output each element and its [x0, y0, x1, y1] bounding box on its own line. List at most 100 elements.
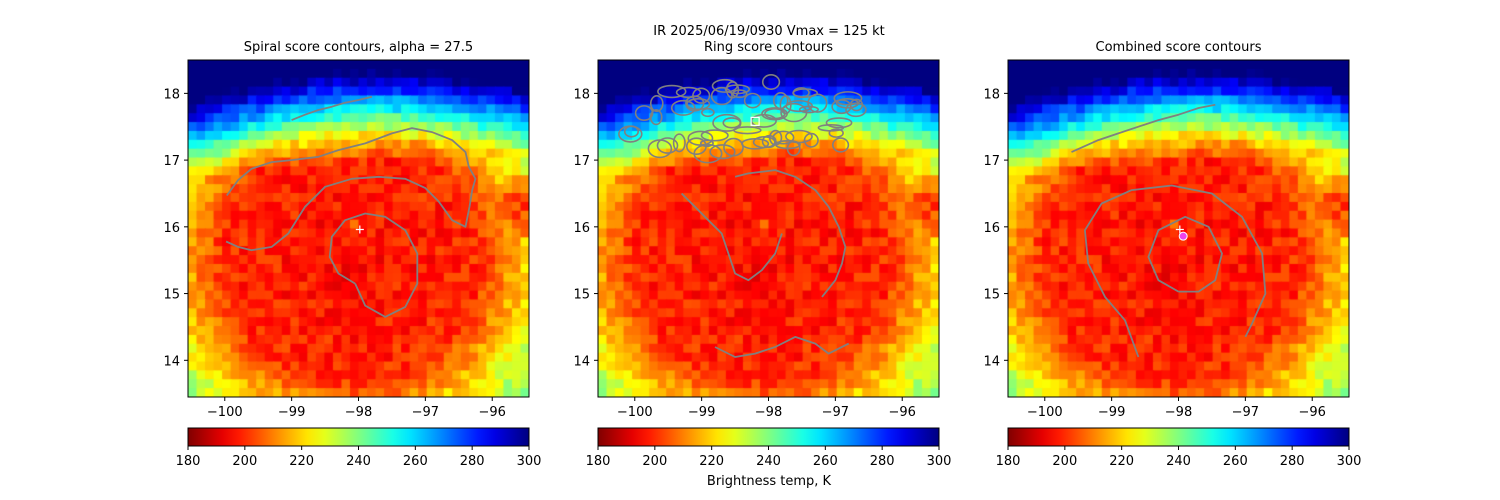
contour-cell: [828, 128, 844, 138]
contour-group: [618, 74, 867, 358]
contour-line: [734, 169, 847, 298]
panel-title: Spiral score contours, alpha = 27.5: [244, 40, 473, 55]
y-tick-label: 15: [983, 288, 1000, 303]
colorbar-tick-label: 200: [1052, 454, 1077, 469]
colorbar-tick-label: 220: [1109, 454, 1134, 469]
contour-cell: [845, 102, 867, 118]
colorbar-tick-label: 180: [586, 454, 611, 469]
x-tick-label: −98: [755, 405, 782, 420]
x-tick-label: −99: [1098, 405, 1125, 420]
x-tick-label: −98: [345, 405, 372, 420]
colorbar: [187, 427, 530, 447]
contour-cell: [825, 117, 853, 129]
brightness-temp-image: [598, 60, 939, 397]
contour-cell: [832, 137, 850, 153]
x-tick-label: −99: [688, 405, 715, 420]
contour-cell: [693, 143, 723, 164]
x-tick-label: −100: [1027, 405, 1063, 420]
colorbar-tick-label: 240: [1166, 454, 1191, 469]
colorbar-tick-label: 200: [642, 454, 667, 469]
colorbar-tick-label: 280: [870, 454, 895, 469]
x-tick-label: −99: [278, 405, 305, 420]
contour-line: [1147, 215, 1223, 293]
contour-cell: [709, 144, 736, 160]
contour-cell: [634, 105, 654, 121]
contour-cell: [761, 107, 788, 121]
panel-3: Combined score contours −100 −99 −98 −97 −96 1…: [983, 40, 1361, 469]
x-tick-label: −96: [479, 405, 506, 420]
panel-title: Combined score contours: [1096, 40, 1262, 55]
center-marker: [750, 116, 760, 126]
x-tick-label: −96: [889, 405, 916, 420]
contour-cell: [649, 109, 663, 126]
center-marker: [1175, 225, 1184, 234]
center-marker: [1178, 231, 1188, 241]
colorbar: [597, 427, 940, 447]
contour-line: [291, 95, 373, 121]
panels: Spiral score contours, alpha = 27.5 −100 −…: [163, 40, 1361, 469]
x-tick-label: −97: [412, 405, 439, 420]
y-tick-label: 16: [983, 221, 1000, 236]
contour-cell: [675, 86, 702, 99]
contour-line: [225, 127, 477, 252]
contour-cell: [656, 137, 679, 154]
y-tick-label: 16: [573, 221, 590, 236]
contour-cell: [761, 74, 781, 90]
colorbar-tick-label: 240: [346, 454, 371, 469]
colorbar-tick-label: 220: [289, 454, 314, 469]
contour-cell: [741, 137, 770, 150]
contour-cell: [743, 92, 762, 109]
contour-line: [714, 336, 850, 358]
y-tick-label: 18: [573, 87, 590, 102]
colorbar-label: Brightness temp, K: [707, 474, 832, 489]
contour-cell: [803, 132, 819, 148]
x-tick-label: −100: [207, 405, 243, 420]
figure-suptitle: IR 2025/06/19/0930 Vmax = 125 kt: [653, 24, 884, 39]
colorbar-tick-label: 200: [232, 454, 257, 469]
y-tick-label: 18: [983, 87, 1000, 102]
contour-line: [1071, 103, 1216, 153]
y-tick-label: 17: [163, 154, 180, 169]
panel-2: Ring score contours −100 −99 −98 −97 −96 14 15 1…: [573, 40, 951, 469]
contour-cell: [712, 113, 742, 132]
colorbar-tick-label: 180: [996, 454, 1021, 469]
colorbar-tick-label: 240: [756, 454, 781, 469]
colorbar-tick-label: 260: [813, 454, 838, 469]
brightness-temp-image: [188, 60, 529, 397]
brightness-temp-image: [1008, 60, 1349, 397]
y-tick-label: 16: [163, 221, 180, 236]
x-tick-label: −97: [822, 405, 849, 420]
colorbar-tick-label: 280: [1280, 454, 1305, 469]
x-tick-label: −97: [1232, 405, 1259, 420]
contour-cell: [817, 123, 845, 132]
colorbar-tick-label: 220: [699, 454, 724, 469]
y-tick-label: 18: [163, 87, 180, 102]
center-marker: [355, 225, 364, 234]
contour-cell: [672, 133, 686, 153]
contour-cell: [623, 125, 639, 138]
y-tick-label: 15: [573, 288, 590, 303]
y-tick-label: 14: [983, 354, 1000, 369]
contour-cell: [835, 97, 860, 109]
contour-cell: [670, 99, 696, 116]
colorbar-tick-label: 300: [517, 454, 542, 469]
contour-line: [1084, 184, 1267, 358]
contour-cell: [686, 97, 711, 111]
contour-cell: [724, 84, 751, 95]
panel-title: Ring score contours: [704, 40, 833, 55]
colorbar-tick-label: 180: [176, 454, 201, 469]
colorbar-tick-label: 280: [460, 454, 485, 469]
y-tick-label: 17: [983, 154, 1000, 169]
contour-cell: [772, 130, 795, 145]
contour-cell: [649, 94, 664, 113]
contour-cell: [701, 107, 715, 118]
colorbar-tick-label: 300: [927, 454, 952, 469]
contour-cell: [687, 130, 714, 146]
y-tick-label: 17: [573, 154, 590, 169]
contour-cell: [792, 88, 819, 98]
contour-cell: [833, 91, 863, 106]
contour-group: [225, 95, 477, 318]
x-tick-label: −100: [617, 405, 653, 420]
y-tick-label: 15: [163, 288, 180, 303]
